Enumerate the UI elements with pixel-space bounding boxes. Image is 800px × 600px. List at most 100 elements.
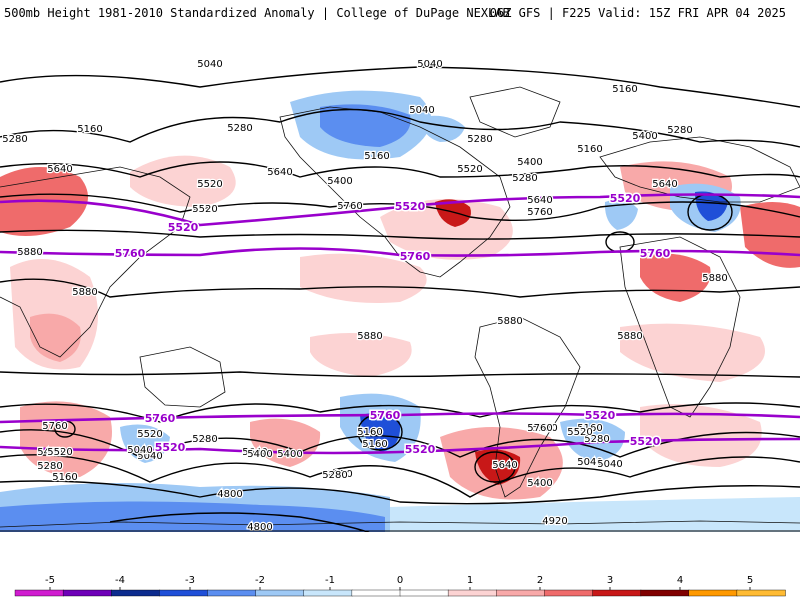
colorbar-tick-label: -4: [115, 575, 125, 586]
anomaly-negative-region: [420, 115, 465, 142]
contour-label: 5160: [364, 151, 389, 162]
colorbar-bin: [207, 589, 257, 597]
contour-label: 5280: [2, 134, 27, 145]
coastline-eurasia: [0, 166, 191, 358]
contour-label: 5040: [127, 445, 152, 456]
contour-line: [0, 371, 800, 378]
highlight-contour-5520-south: [0, 437, 800, 455]
colorbar-tick-label: 2: [537, 575, 543, 586]
anomaly-positive-region: [620, 323, 765, 382]
colorbar-bin: [592, 589, 642, 597]
colorbar-bin: [351, 589, 401, 597]
anomaly-positive-region: [250, 418, 321, 467]
contour-label: 5760: [527, 207, 552, 218]
anomaly-positive-region: [435, 199, 471, 227]
contour-line: [0, 454, 800, 498]
contour-label: 5760: [527, 423, 552, 434]
coastline-antarctica: [0, 520, 800, 528]
anomaly-positive-region: [740, 202, 800, 268]
contour-label: 5400: [632, 131, 657, 142]
contour-label: 5520: [457, 164, 482, 175]
contour-label: 4920: [542, 516, 567, 527]
height-contours: [0, 66, 800, 532]
contour-line: [0, 108, 800, 148]
contour-label: 5880: [357, 331, 382, 342]
colorbar-bin: [399, 589, 449, 597]
colorbar-bin: [544, 589, 594, 597]
coastline-south-america: [474, 316, 581, 498]
coastlines: [0, 86, 800, 528]
colorbar-tick-label: 0: [397, 575, 403, 586]
coastline-north-america: [279, 106, 511, 278]
contour-label: 5040: [577, 457, 602, 468]
anomaly-positive-region: [300, 253, 427, 303]
contour-label: 5280: [37, 461, 62, 472]
highlight-contour-5520-north: [0, 193, 800, 227]
highlight-contour-label: 5760: [145, 412, 176, 425]
contour-label: 5160: [577, 423, 602, 434]
coastline-europe: [599, 136, 800, 203]
coastline-australia: [139, 346, 226, 408]
colorbar-bin: [640, 589, 690, 597]
colorbar-bins: [14, 589, 786, 597]
contour-label: 5640: [652, 179, 677, 190]
highlight-contour-label: 5760: [640, 247, 671, 260]
highlight-contour-label: 5760: [115, 247, 146, 260]
contour-label: 5400: [247, 449, 272, 460]
colorbar-tick-label: 4: [677, 575, 683, 586]
contour-label: 5520: [532, 423, 557, 434]
contour-label: 5640: [492, 460, 517, 471]
contour-label: 5640: [267, 167, 292, 178]
contour-label: 5160: [357, 427, 382, 438]
map-title: 500mb Height 1981-2010 Standardized Anom…: [4, 6, 510, 20]
contour-line: [0, 429, 800, 458]
colorbar-ticks: -5 -4 -3 -2 -1 0 1 2 3 4 5: [45, 575, 753, 590]
highlight-contour-5760-north: [0, 247, 800, 257]
contour-closed: [474, 451, 516, 483]
anomaly-negative-region: [560, 418, 625, 462]
highlight-contour-label: 5520: [405, 443, 436, 456]
contour-label: 5040: [597, 459, 622, 470]
colorbar-bin: [255, 589, 305, 597]
colorbar-bin: [447, 589, 497, 597]
contour-label: 5880: [702, 273, 727, 284]
contour-label: 5640: [242, 447, 267, 458]
anomaly-positive-region: [380, 199, 513, 260]
contour-label: 5160: [77, 124, 102, 135]
colorbar-bin: [736, 589, 786, 597]
contour-label: 5040: [137, 451, 162, 462]
colorbar-tick-label: 3: [607, 575, 613, 586]
contour-label: 5280: [584, 434, 609, 445]
model-valid-time: 06Z GFS | F225 Valid: 15Z FRI APR 04 202…: [489, 6, 786, 20]
contour-label: 5280: [322, 470, 347, 481]
contour-label: 5760: [42, 421, 67, 432]
contour-line: [0, 278, 800, 298]
highlight-contour-label: 5520: [630, 435, 661, 448]
highlight-contour-label: 5520: [168, 221, 199, 234]
highlight-contour-label: 5760: [145, 412, 176, 425]
coastline-africa: [619, 236, 741, 418]
anomaly-negative-region: [360, 413, 401, 452]
contour-label: 5400: [517, 157, 542, 168]
contour-label: 5400: [527, 478, 552, 489]
contour-line: [109, 512, 370, 532]
highlight-contour-label: 5520: [395, 200, 426, 213]
colorbar-tick-label: -5: [45, 575, 55, 586]
contour-label: 5280: [192, 434, 217, 445]
contour-label: 5640: [47, 164, 72, 175]
contour-label: 5280: [512, 173, 537, 184]
contour-label: 5520: [567, 427, 592, 438]
contour-label: 5880: [497, 316, 522, 327]
colorbar-bin: [159, 589, 209, 597]
highlight-contour-5760-south: [0, 412, 800, 424]
contour-line: [0, 402, 800, 423]
anomaly-positive-region: [310, 333, 412, 377]
contour-label: 5400: [277, 449, 302, 460]
anomaly-positive-region: [130, 155, 236, 207]
contour-label: 5280: [227, 123, 252, 134]
colorbar-tick-label: -2: [255, 575, 265, 586]
contour-label: 5040: [409, 105, 434, 116]
contour-label: 5520: [197, 179, 222, 190]
contour-line: [0, 161, 800, 178]
